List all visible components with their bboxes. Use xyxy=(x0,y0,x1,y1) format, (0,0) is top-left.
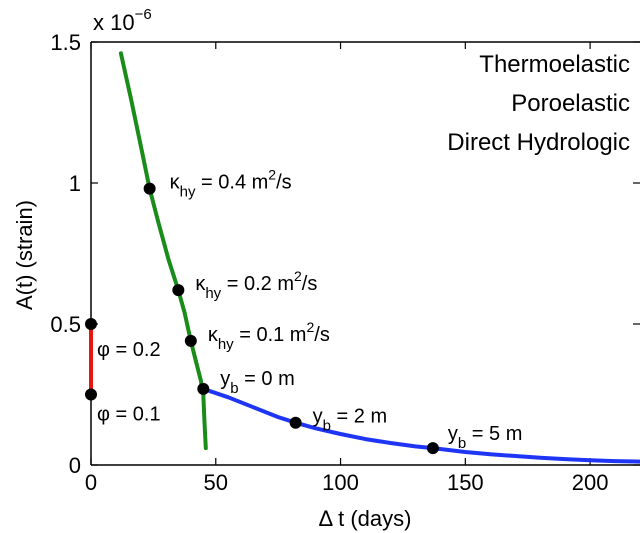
y-exponent-base: x 10 xyxy=(93,10,135,35)
y-exponent-label: x 10−6 xyxy=(93,6,152,35)
legend-entry-thermoelastic: Thermoelastic xyxy=(479,51,630,78)
series-line-thermoelastic xyxy=(201,386,640,464)
x-tick-label: 150 xyxy=(447,470,484,495)
legend-entry-poroelastic: Poroelastic xyxy=(511,90,630,117)
marker-label: yb = 0 m xyxy=(220,368,294,397)
data-marker xyxy=(85,318,97,330)
data-marker xyxy=(143,182,156,195)
data-marker xyxy=(197,382,210,395)
data-marker xyxy=(289,416,302,429)
x-tick-label: 50 xyxy=(204,470,228,495)
data-marker xyxy=(184,334,197,347)
y-axis-title: A(t) (strain) xyxy=(12,200,37,310)
series-line-poroelastic xyxy=(118,51,208,451)
data-marker xyxy=(426,442,439,455)
marker-label: yb = 2 m xyxy=(313,406,387,435)
legend-entry-direct-hydrologic: Direct Hydrologic xyxy=(447,129,630,156)
y-tick-label: 1.5 xyxy=(50,30,81,55)
y-tick-label: 1 xyxy=(69,171,81,196)
y-exponent-power: −6 xyxy=(135,6,152,23)
x-tick-label: 100 xyxy=(322,470,359,495)
marker-label: κhy = 0.1 m2/s xyxy=(208,319,330,353)
marker-label: yb = 5 m xyxy=(448,423,522,452)
y-tick-label: 0.5 xyxy=(50,312,81,337)
ticks: 0 50 100 150 200 0 0.5 1 1.5 xyxy=(50,30,640,495)
markers: κhy = 0.4 m2/s κhy = 0.2 m2/s κhy = 0.1 m2… xyxy=(85,167,522,455)
marker-label: κhy = 0.4 m2/s xyxy=(170,167,292,201)
x-tick-label: 0 xyxy=(85,470,97,495)
data-marker xyxy=(85,388,97,401)
legend: Thermoelastic Poroelastic Direct Hydrologi… xyxy=(447,51,630,156)
data-marker xyxy=(172,284,185,297)
marker-label: φ = 0.2 xyxy=(97,339,161,361)
marker-label: φ = 0.1 xyxy=(97,404,161,426)
marker-label: κhy = 0.2 m2/s xyxy=(195,268,317,302)
x-axis-title: Δ t (days) xyxy=(319,506,412,531)
x-tick-label: 200 xyxy=(572,470,609,495)
y-tick-label: 0 xyxy=(69,453,81,478)
